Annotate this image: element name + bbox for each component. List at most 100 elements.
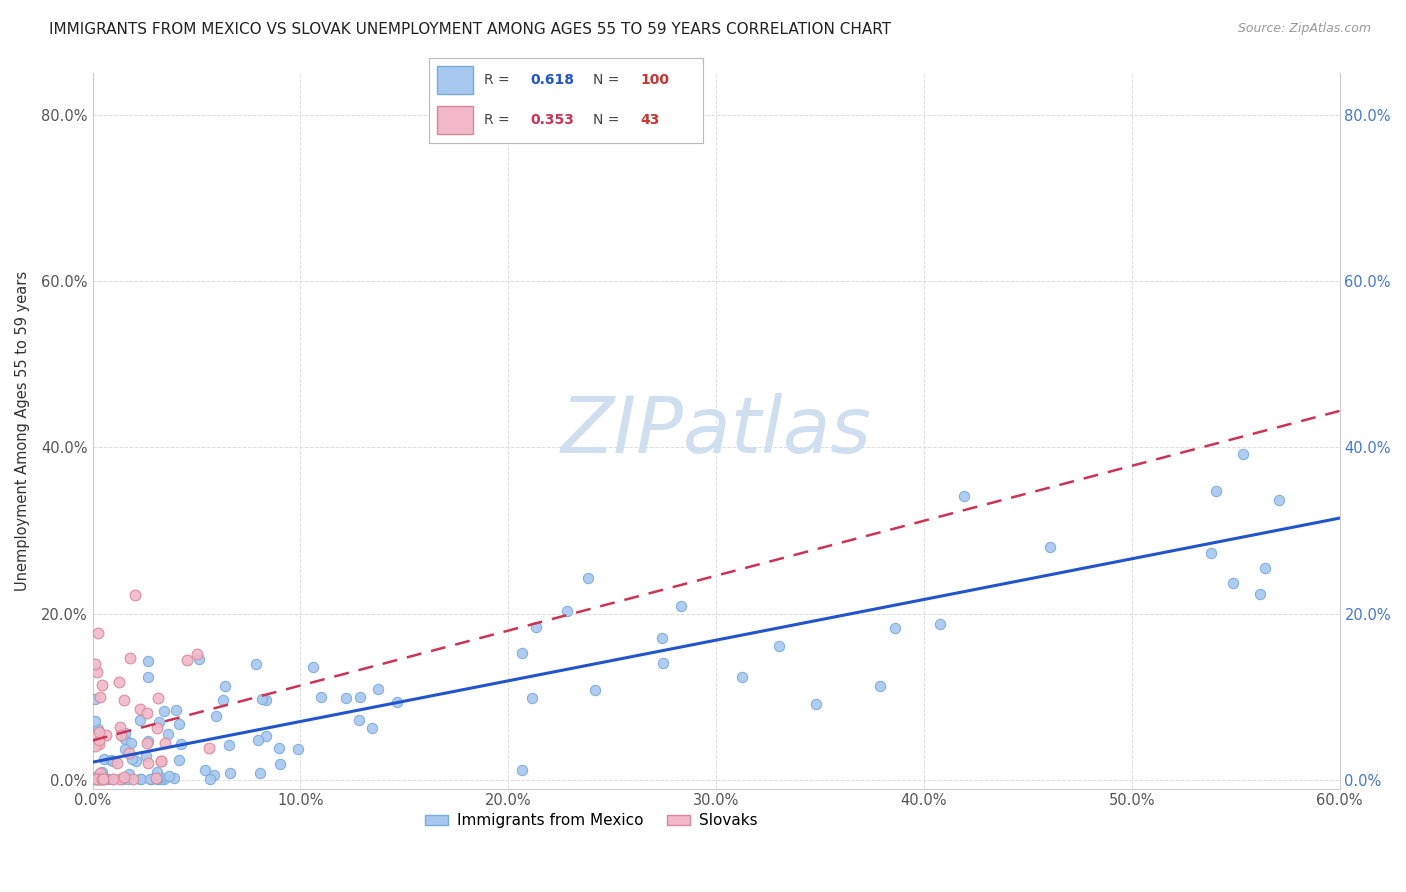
Point	[90, 678, 112, 692]
Point	[146, 764, 169, 779]
Point	[1268, 493, 1291, 508]
Point	[87, 626, 110, 640]
Point	[90, 772, 112, 787]
Point	[91, 772, 114, 787]
Text: IMMIGRANTS FROM MEXICO VS SLOVAK UNEMPLOYMENT AMONG AGES 55 TO 59 YEARS CORRELAT: IMMIGRANTS FROM MEXICO VS SLOVAK UNEMPLO…	[49, 22, 891, 37]
Point	[157, 769, 180, 783]
Point	[198, 772, 221, 787]
Point	[165, 703, 187, 717]
Point	[128, 702, 150, 716]
Text: R =: R =	[484, 113, 513, 128]
Point	[93, 772, 115, 787]
Point	[148, 772, 170, 787]
Point	[254, 729, 277, 743]
Point	[100, 753, 122, 767]
Point	[651, 632, 673, 646]
Point	[510, 764, 533, 778]
FancyBboxPatch shape	[437, 106, 472, 134]
Point	[163, 771, 186, 785]
Point	[254, 693, 277, 707]
Point	[93, 752, 115, 766]
Point	[170, 737, 193, 751]
Point	[153, 772, 176, 787]
Point	[349, 690, 371, 705]
Point	[188, 652, 211, 666]
Point	[136, 756, 159, 770]
Point	[83, 692, 105, 706]
Point	[108, 772, 131, 787]
Point	[91, 764, 114, 779]
Text: Source: ZipAtlas.com: Source: ZipAtlas.com	[1237, 22, 1371, 36]
Point	[136, 655, 159, 669]
Text: 43: 43	[640, 113, 659, 128]
Point	[136, 736, 159, 750]
Point	[219, 765, 242, 780]
Point	[111, 772, 134, 787]
Point	[112, 770, 135, 784]
Point	[128, 772, 150, 787]
Point	[1205, 483, 1227, 498]
Y-axis label: Unemployment Among Ages 55 to 59 years: Unemployment Among Ages 55 to 59 years	[15, 270, 30, 591]
Point	[186, 647, 208, 661]
Point	[212, 693, 235, 707]
Point	[108, 674, 131, 689]
Point	[87, 722, 110, 736]
Point	[576, 571, 599, 585]
Point	[302, 660, 325, 674]
Point	[153, 736, 176, 750]
Point	[114, 726, 136, 740]
Point	[1249, 587, 1271, 601]
Point	[125, 754, 148, 768]
Point	[731, 670, 754, 684]
Point	[89, 690, 111, 704]
Point	[108, 720, 131, 734]
Point	[167, 753, 190, 767]
Text: ZIPatlas: ZIPatlas	[561, 392, 872, 469]
FancyBboxPatch shape	[437, 66, 472, 94]
Point	[146, 690, 169, 705]
Point	[101, 772, 124, 787]
Point	[97, 772, 120, 787]
Point	[806, 697, 828, 711]
Point	[146, 772, 169, 787]
Point	[1253, 561, 1275, 575]
Point	[135, 748, 157, 763]
Point	[87, 738, 110, 752]
Point	[94, 728, 117, 742]
Point	[246, 732, 269, 747]
Point	[83, 771, 105, 785]
Point	[520, 690, 543, 705]
Point	[869, 679, 891, 693]
Point	[768, 639, 790, 653]
Point	[218, 739, 240, 753]
Point	[1222, 576, 1244, 591]
Point	[176, 653, 198, 667]
Point	[86, 665, 108, 680]
Point	[146, 721, 169, 735]
Point	[84, 772, 107, 787]
Point	[145, 771, 167, 785]
Point	[83, 739, 105, 753]
Point	[652, 656, 675, 670]
Text: R =: R =	[484, 72, 513, 87]
Point	[347, 713, 370, 727]
Point	[167, 717, 190, 731]
Point	[194, 763, 217, 777]
Point	[83, 657, 105, 671]
Point	[87, 772, 110, 787]
Legend: Immigrants from Mexico, Slovaks: Immigrants from Mexico, Slovaks	[419, 807, 763, 835]
Point	[89, 733, 111, 747]
Point	[583, 683, 606, 698]
Point	[335, 690, 357, 705]
Point	[153, 704, 176, 718]
Point	[118, 746, 141, 760]
Point	[139, 772, 162, 787]
Point	[149, 754, 172, 768]
Point	[89, 766, 111, 780]
Point	[524, 620, 547, 634]
Point	[671, 599, 693, 614]
Point	[141, 772, 163, 787]
Text: 0.618: 0.618	[530, 72, 574, 87]
Point	[555, 604, 578, 618]
Point	[87, 772, 110, 787]
